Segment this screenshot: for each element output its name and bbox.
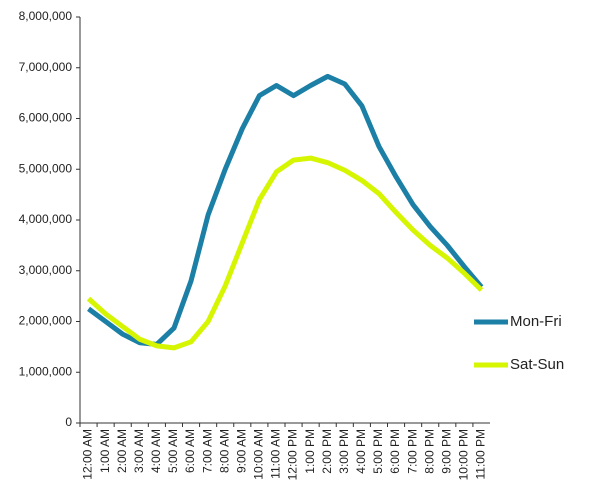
x-tick-label: 5:00 AM — [166, 429, 180, 473]
x-tick-label: 7:00 AM — [200, 429, 214, 473]
x-tick-label: 6:00 PM — [388, 429, 402, 474]
x-tick-label: 11:00 AM — [269, 429, 283, 479]
x-tick-label: 1:00 AM — [98, 429, 112, 473]
x-tick-label: 3:00 PM — [337, 429, 351, 474]
x-tick-label: 5:00 PM — [371, 429, 385, 474]
x-tick-label: 11:00 PM — [474, 429, 488, 479]
x-tick-label: 8:00 AM — [217, 429, 231, 473]
x-tick-label: 9:00 PM — [439, 429, 453, 474]
x-tick-label: 7:00 PM — [405, 429, 419, 474]
data-line — [86, 155, 484, 351]
x-tick-label: 8:00 PM — [422, 429, 436, 474]
y-tick-label: 0 — [65, 415, 72, 429]
x-tick-label: 12:00 AM — [81, 429, 95, 480]
x-tick-label: 1:00 PM — [303, 429, 317, 474]
y-tick-label: 2,000,000 — [19, 314, 73, 328]
x-tick-label: 4:00 AM — [149, 429, 163, 473]
y-tick-label: 4,000,000 — [19, 212, 73, 226]
x-tick-label: 10:00 AM — [252, 429, 266, 480]
y-tick-label: 8,000,000 — [19, 9, 73, 23]
y-tick-label: 1,000,000 — [19, 364, 73, 378]
y-tick-label: 6,000,000 — [19, 111, 73, 125]
x-tick-label: 12:00 PM — [286, 429, 300, 480]
y-tick-label: 3,000,000 — [19, 263, 73, 277]
x-tick-label: 3:00 AM — [132, 429, 146, 473]
legend-label: Mon-Fri — [510, 313, 562, 330]
data-line — [87, 73, 484, 347]
y-tick-label: 7,000,000 — [19, 60, 73, 74]
x-tick-label: 9:00 AM — [234, 429, 248, 473]
x-tick-label: 4:00 PM — [354, 429, 368, 474]
x-tick-label: 6:00 AM — [183, 429, 197, 473]
x-tick-label: 2:00 PM — [320, 429, 334, 474]
legend-label: Sat-Sun — [510, 356, 564, 373]
x-tick-label: 2:00 AM — [115, 429, 129, 473]
y-tick-label: 5,000,000 — [19, 161, 73, 175]
x-tick-label: 10:00 PM — [457, 429, 471, 480]
